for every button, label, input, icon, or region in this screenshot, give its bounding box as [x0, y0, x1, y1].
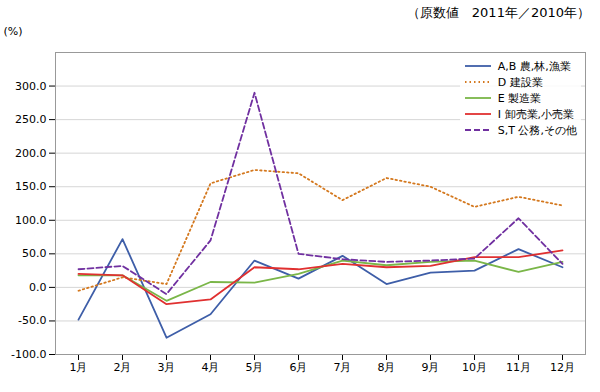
svg-text:200.0: 200.0: [15, 147, 47, 160]
html-text:（原数値 2011年／2010年）: （原数値 2011年／2010年）: [406, 5, 590, 20]
svg-text:12月: 12月: [550, 361, 575, 374]
svg-text:250.0: 250.0: [15, 113, 47, 126]
html-text:D 建設業: D 建設業: [497, 75, 543, 89]
svg-text:4月: 4月: [202, 361, 220, 374]
svg-text:0.0: 0.0: [29, 281, 47, 294]
svg-text:300.0: 300.0: [15, 80, 47, 93]
svg-text:-50.0: -50.0: [18, 314, 46, 327]
svg-text:3月: 3月: [158, 361, 176, 374]
svg-text:-100.0: -100.0: [11, 348, 46, 361]
html-text:A,B 農,林,漁業: A,B 農,林,漁業: [497, 59, 571, 73]
html-text:I 卸売業,小売業: I 卸売業,小売業: [497, 107, 574, 121]
svg-text:6月: 6月: [290, 361, 308, 374]
svg-text:7月: 7月: [334, 361, 352, 374]
svg-text:(%): (%): [4, 25, 23, 38]
svg-text:8月: 8月: [378, 361, 396, 374]
svg-text:5月: 5月: [246, 361, 264, 374]
html-text:S,T 公務,その他: S,T 公務,その他: [497, 123, 577, 137]
svg-text:100.0: 100.0: [15, 214, 47, 227]
svg-text:11月: 11月: [506, 361, 531, 374]
svg-text:150.0: 150.0: [15, 180, 47, 193]
html-text:E 製造業: E 製造業: [497, 91, 542, 105]
svg-text:50.0: 50.0: [22, 247, 47, 260]
svg-text:9月: 9月: [422, 361, 440, 374]
svg-text:2月: 2月: [114, 361, 132, 374]
svg-text:1月: 1月: [70, 361, 88, 374]
svg-text:10月: 10月: [462, 361, 487, 374]
